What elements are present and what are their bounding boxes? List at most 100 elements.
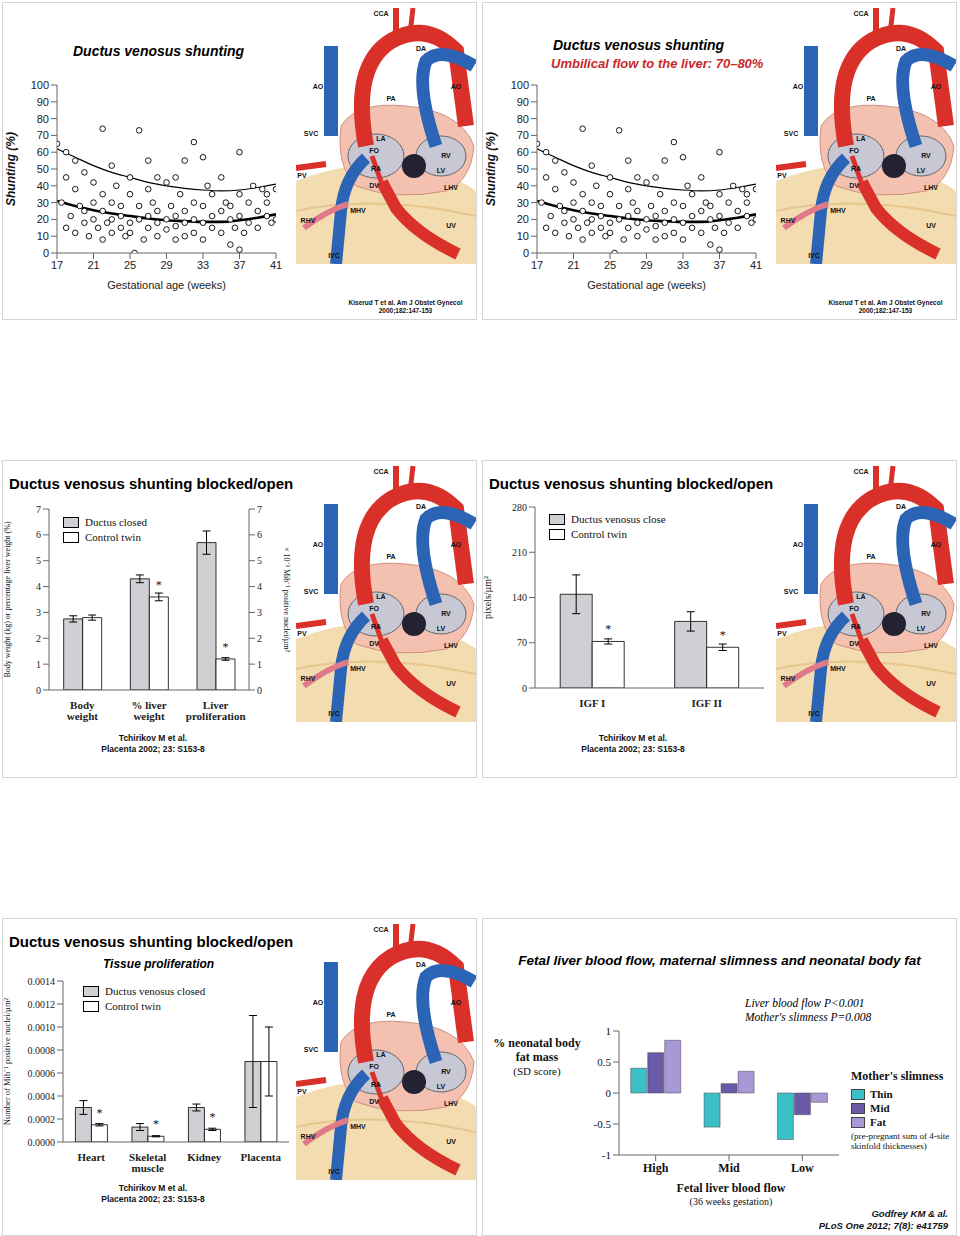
svg-text:PA: PA: [386, 95, 395, 102]
svg-text:Heart: Heart: [78, 1151, 106, 1163]
svg-text:Body weight (kg) or percentage: Body weight (kg) or percentage liver wei…: [8, 521, 12, 678]
svg-text:2: 2: [257, 633, 262, 644]
svg-text:*: *: [209, 1110, 215, 1124]
svg-text:LV: LV: [437, 625, 446, 632]
svg-text:CCA: CCA: [373, 10, 388, 17]
svg-text:0.0014: 0.0014: [28, 976, 56, 987]
svg-text:20: 20: [517, 213, 529, 225]
svg-text:1: 1: [606, 1025, 612, 1037]
svg-text:UV: UV: [446, 680, 456, 687]
svg-text:70: 70: [517, 129, 529, 141]
svg-text:DV: DV: [369, 640, 379, 647]
svg-text:0: 0: [257, 685, 262, 696]
svg-text:MHV: MHV: [350, 1123, 366, 1130]
svg-text:100: 100: [511, 79, 529, 91]
svg-text:70: 70: [37, 129, 49, 141]
svg-text:DA: DA: [416, 961, 426, 968]
svg-text:*: *: [96, 1106, 102, 1120]
svg-text:*: *: [153, 1117, 159, 1131]
svg-text:RV: RV: [921, 152, 931, 159]
svg-text:2: 2: [36, 633, 41, 644]
svg-text:IVC: IVC: [808, 710, 820, 717]
svg-text:10: 10: [37, 230, 49, 242]
svg-text:RHV: RHV: [301, 675, 316, 682]
svg-text:0.0010: 0.0010: [28, 1022, 56, 1033]
svg-text:PV: PV: [297, 172, 307, 179]
svg-text:5: 5: [257, 555, 262, 566]
svg-text:MHV: MHV: [350, 207, 366, 214]
svg-text:*: *: [605, 622, 611, 636]
svg-text:0: 0: [522, 683, 527, 694]
svg-text:0.0012: 0.0012: [28, 999, 56, 1010]
svg-text:37: 37: [233, 259, 245, 271]
svg-text:LA: LA: [376, 1051, 385, 1058]
svg-text:AO: AO: [793, 541, 804, 548]
svg-text:PA: PA: [386, 553, 395, 560]
svg-text:IVC: IVC: [328, 252, 340, 259]
svg-text:RA: RA: [851, 623, 861, 630]
svg-text:37: 37: [713, 259, 725, 271]
svg-text:AO: AO: [793, 83, 804, 90]
svg-text:80: 80: [517, 113, 529, 125]
svg-text:AO: AO: [451, 83, 462, 90]
svg-text:Mid: Mid: [718, 1161, 740, 1175]
svg-text:*: *: [156, 578, 162, 592]
svg-text:25: 25: [604, 259, 616, 271]
svg-text:3: 3: [36, 607, 41, 618]
svg-text:RHV: RHV: [781, 675, 796, 682]
svg-text:90: 90: [37, 96, 49, 108]
svg-text:IVC: IVC: [328, 1168, 340, 1175]
svg-text:PV: PV: [777, 172, 787, 179]
svg-text:CCA: CCA: [853, 468, 868, 475]
svg-text:DV: DV: [849, 640, 859, 647]
svg-text:0.0002: 0.0002: [28, 1114, 56, 1125]
svg-text:10: 10: [517, 230, 529, 242]
svg-text:CCA: CCA: [373, 926, 388, 933]
svg-text:AO: AO: [931, 83, 942, 90]
svg-text:IGF I: IGF I: [579, 697, 605, 709]
svg-text:RA: RA: [371, 165, 381, 172]
svg-text:33: 33: [677, 259, 689, 271]
svg-text:SVC: SVC: [784, 588, 798, 595]
svg-text:*: *: [223, 640, 229, 654]
svg-text:PA: PA: [866, 95, 875, 102]
svg-text:High: High: [643, 1161, 669, 1175]
svg-text:21: 21: [87, 259, 99, 271]
svg-text:RHV: RHV: [301, 217, 316, 224]
svg-text:50: 50: [517, 163, 529, 175]
svg-text:AO: AO: [451, 541, 462, 548]
svg-text:LA: LA: [856, 593, 865, 600]
svg-text:LV: LV: [917, 625, 926, 632]
svg-text:PV: PV: [297, 1088, 307, 1095]
svg-text:SVC: SVC: [784, 130, 798, 137]
svg-text:Gestational age (weeks): Gestational age (weeks): [107, 279, 226, 291]
svg-text:210: 210: [512, 547, 527, 558]
svg-text:7: 7: [36, 504, 41, 515]
svg-text:IVC: IVC: [808, 252, 820, 259]
svg-text:20: 20: [37, 213, 49, 225]
svg-text:0.0006: 0.0006: [28, 1068, 56, 1079]
svg-text:RA: RA: [371, 1081, 381, 1088]
svg-text:29: 29: [160, 259, 172, 271]
svg-text:LV: LV: [917, 167, 926, 174]
svg-text:DA: DA: [896, 45, 906, 52]
svg-text:DA: DA: [416, 503, 426, 510]
svg-text:17: 17: [531, 259, 543, 271]
svg-text:Gestational age (weeks): Gestational age (weeks): [587, 279, 706, 291]
svg-text:7: 7: [257, 504, 262, 515]
svg-text:CCA: CCA: [853, 10, 868, 17]
svg-text:0.0000: 0.0000: [28, 1137, 56, 1148]
svg-text:6: 6: [36, 529, 41, 540]
svg-text:DV: DV: [369, 1098, 379, 1105]
svg-text:PA: PA: [386, 1011, 395, 1018]
svg-text:SVC: SVC: [304, 1046, 318, 1053]
svg-text:RA: RA: [851, 165, 861, 172]
svg-text:FO: FO: [849, 147, 859, 154]
svg-text:0.0008: 0.0008: [28, 1045, 56, 1056]
svg-text:6: 6: [257, 529, 262, 540]
svg-text:100: 100: [31, 79, 49, 91]
svg-text:AO: AO: [931, 541, 942, 548]
svg-text:60: 60: [37, 146, 49, 158]
svg-text:21: 21: [567, 259, 579, 271]
svg-text:LHV: LHV: [444, 184, 458, 191]
